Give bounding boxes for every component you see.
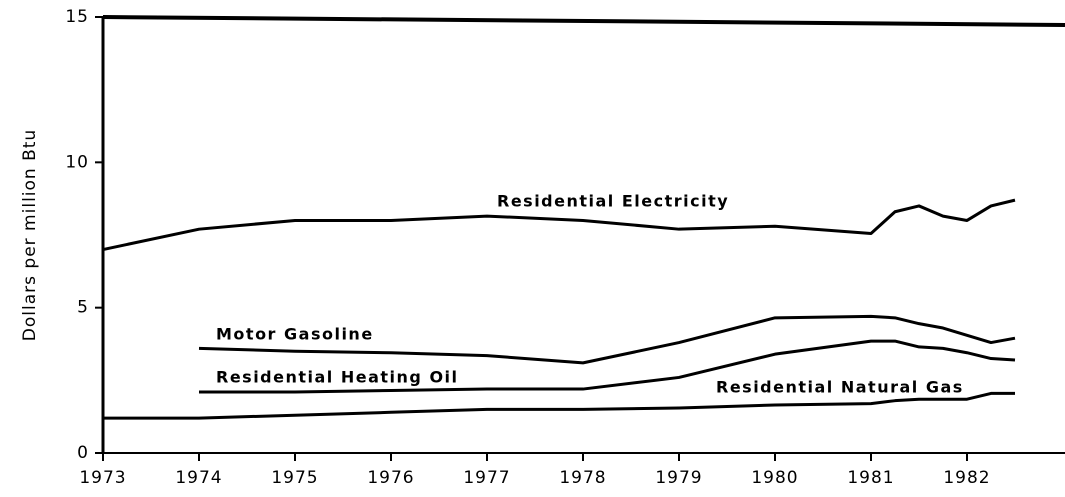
x-tick-label: 1981	[847, 468, 894, 488]
series-line	[199, 339, 1016, 394]
x-tick-label: 1974	[175, 468, 222, 488]
x-tick-label: 1978	[559, 468, 606, 488]
x-tick-label: 1973	[79, 468, 126, 488]
y-tick-label: 0	[77, 443, 89, 463]
x-tick-label: 1977	[463, 468, 510, 488]
x-tick-label: 1976	[367, 468, 414, 488]
series-label: Residential Electricity	[497, 192, 729, 211]
y-axis-label: Dollars per million Btu	[20, 129, 40, 341]
y-tick-label: 10	[65, 152, 89, 172]
series-line	[102, 198, 1016, 252]
x-tick-label: 1979	[655, 468, 702, 488]
series-line	[103, 391, 1015, 420]
series-line	[198, 314, 1016, 365]
series-label: Residential Natural Gas	[716, 378, 964, 397]
top-border	[102, 15, 1065, 27]
y-tick-label: 5	[77, 298, 89, 318]
series-label: Residential Heating Oil	[216, 368, 459, 387]
x-tick-label: 1975	[271, 468, 318, 488]
y-tick-label: 15	[65, 7, 89, 27]
series-label: Motor Gasoline	[216, 325, 374, 344]
x-tick-label: 1980	[751, 468, 798, 488]
x-tick-label: 1982	[943, 468, 990, 488]
